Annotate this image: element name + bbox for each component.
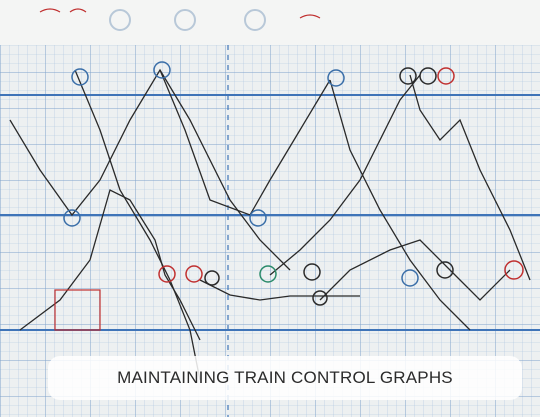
graph-paper: [0, 0, 540, 417]
caption: MAINTAINING TRAIN CONTROL GRAPHS: [48, 356, 522, 400]
photo: MAINTAINING TRAIN CONTROL GRAPHS: [0, 0, 540, 417]
